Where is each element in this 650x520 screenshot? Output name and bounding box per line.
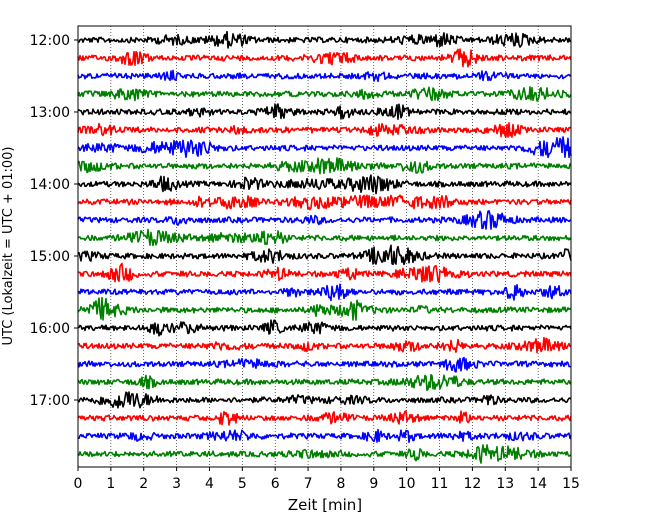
x-tick-label: 4 bbox=[205, 476, 214, 492]
x-tick-label: 7 bbox=[304, 476, 313, 492]
x-tick-label: 9 bbox=[369, 476, 378, 492]
seismogram-trace bbox=[77, 136, 572, 159]
x-tick-label: 15 bbox=[562, 476, 580, 492]
seismogram-trace bbox=[77, 428, 572, 444]
seismogram-trace bbox=[77, 194, 572, 211]
x-tick-label: 5 bbox=[238, 476, 247, 492]
seismogram-trace bbox=[77, 174, 572, 195]
seismogram-trace bbox=[77, 296, 572, 321]
seismogram-traces bbox=[77, 30, 572, 464]
plot-frame bbox=[77, 25, 572, 468]
y-tick-label: 16:00 bbox=[30, 321, 70, 337]
x-tick-label: 10 bbox=[398, 476, 416, 492]
seismogram-trace bbox=[77, 157, 572, 175]
seismogram-trace bbox=[77, 356, 572, 373]
x-tick-label: 13 bbox=[496, 476, 514, 492]
seismogram-trace bbox=[77, 373, 572, 392]
x-tick-label: 12 bbox=[463, 476, 481, 492]
x-tick-label: 6 bbox=[271, 476, 280, 492]
x-axis: 0 1 2 3 4 5 6 7 8 9 10 11 12 13 14 15 bbox=[74, 467, 580, 492]
seismogram-trace bbox=[77, 244, 572, 266]
x-tick-label: 14 bbox=[529, 476, 547, 492]
seismogram-trace bbox=[77, 336, 572, 354]
x-tick-label: 3 bbox=[172, 476, 181, 492]
seismogram-trace bbox=[77, 48, 572, 68]
y-axis-label: UTC (Lokalzeit = UTC + 01:00) bbox=[1, 147, 16, 346]
x-tick-label: 2 bbox=[139, 476, 148, 492]
y-tick-label: 13:00 bbox=[30, 105, 70, 121]
y-tick-label: 14:00 bbox=[30, 177, 70, 193]
seismogram-trace bbox=[77, 391, 572, 409]
seismogram-trace bbox=[77, 122, 572, 139]
seismogram-trace bbox=[77, 319, 572, 337]
x-tick-label: 0 bbox=[74, 476, 83, 492]
seismogram-trace bbox=[77, 228, 572, 247]
seismogram-trace bbox=[77, 410, 572, 426]
x-tick-label: 8 bbox=[336, 476, 345, 492]
seismogram-trace bbox=[77, 444, 572, 464]
y-tick-label: 15:00 bbox=[30, 249, 70, 265]
seismogram-trace bbox=[77, 283, 572, 302]
seismogram-trace bbox=[77, 210, 572, 230]
x-axis-label: Zeit [min] bbox=[288, 496, 362, 514]
y-tick-label: 12:00 bbox=[30, 33, 70, 49]
seismogram-trace bbox=[77, 86, 572, 102]
x-tick-label: 11 bbox=[431, 476, 449, 492]
y-tick-label: 17:00 bbox=[30, 393, 70, 409]
seismogram-trace bbox=[77, 262, 572, 284]
seismogram-trace bbox=[77, 30, 572, 49]
x-tick-label: 1 bbox=[106, 476, 115, 492]
seismogram-trace bbox=[77, 69, 572, 83]
y-axis: 12:00 13:00 14:00 15:00 16:00 17:00 bbox=[30, 33, 78, 409]
seismogram-trace bbox=[77, 103, 572, 120]
